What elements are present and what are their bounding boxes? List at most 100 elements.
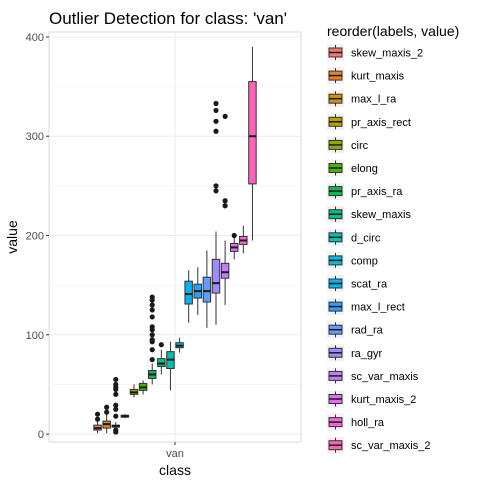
legend-item-kurt_maxis: kurt_maxis [327,67,405,85]
outlier-point [213,107,219,114]
box-kurt_maxis_2 [229,232,239,260]
outlier-point [149,294,155,300]
legend-item-rad_ra: rad_ra [327,321,384,339]
outlier-point [149,347,155,353]
legend-item-elong: elong [327,159,378,177]
legend-item-pr_axis_rect: pr_axis_rect [327,113,411,131]
legend-item-max_l_rect: max_l_rect [327,298,405,316]
box-pr_axis_ra [147,294,157,385]
outlier-point [149,307,155,313]
legend-item-d_circ: d_circ [327,228,381,246]
legend-label: skew_maxis [351,209,411,221]
box-sc_var_maxis [220,113,230,306]
legend-label: max_l_ra [351,94,397,106]
legend-item-comp: comp [327,251,378,269]
legend-item-ra_gyr: ra_gyr [327,344,383,362]
box-holl_ra [239,225,248,254]
legend-label: d_circ [351,232,381,244]
outlier-point [149,357,155,363]
outlier-point [222,113,228,119]
box-body [184,280,193,305]
legend-label: kurt_maxis [351,71,405,83]
box-max_l_rect [193,267,203,315]
legend-item-kurt_maxis_2: kurt_maxis_2 [327,390,416,408]
box-pr_axis_rect [120,414,130,419]
outlier-point [213,100,219,107]
gridlines [49,32,301,442]
box-body [248,81,257,185]
outlier-point [113,402,119,408]
outlier-point [213,118,219,124]
box-scat_ra [184,270,193,323]
box-body [220,262,230,279]
legend-label: sc_var_maxis_2 [351,440,430,452]
legend-label: comp [351,255,378,267]
box-comp [175,337,184,353]
legend-item-circ: circ [327,136,369,154]
outlier-point [104,409,110,415]
outlier-point [213,183,219,189]
legend-item-sc_var_maxis: sc_var_maxis [327,367,419,385]
legend-label: skew_maxis_2 [351,48,423,60]
chart-title: Outlier Detection for class: 'van' [49,9,287,28]
outlier-point [231,232,237,239]
legend-label: scat_ra [351,279,388,291]
x-tick-label: van [166,448,184,460]
y-axis-title: value [4,220,20,254]
legend: reorder(labels, value) skew_maxis_2 kurt_… [327,23,459,454]
outlier-point [149,337,155,343]
outlier-point [113,391,119,397]
legend-label: sc_var_maxis [351,371,419,383]
outlier-point [113,406,119,412]
legend-item-holl_ra: holl_ra [327,413,385,431]
box-skew_maxis_2 [93,411,102,434]
legend-label: pr_axis_ra [351,186,403,198]
x-axis-ticks: van [166,442,184,460]
legend-label: holl_ra [351,417,385,429]
box-elong [138,380,148,395]
outlier-point [149,324,155,330]
box-d_circ [166,341,175,391]
box-circ [129,384,139,398]
box-skew_maxis [157,342,166,375]
outlier-point [113,413,119,419]
legend-item-skew_maxis: skew_maxis [327,205,411,223]
y-tick-label: 0 [38,429,44,441]
outlier-point [213,128,219,134]
legend-label: kurt_maxis_2 [351,394,416,406]
outlier-point [149,314,155,320]
outlier-point [94,411,101,417]
legend-title: reorder(labels, value) [327,23,459,39]
box-rad_ra [202,250,212,328]
box-body [211,258,221,294]
y-tick-label: 400 [26,32,44,44]
outlier-point [113,376,119,383]
box-kurt_maxis [102,404,111,434]
legend-label: circ [351,140,369,152]
box-sc_var_maxis_2 [248,46,257,241]
outlier-point [213,188,219,194]
box-ra_gyr [211,100,221,325]
outlier-point [149,302,155,308]
outlier-point [222,198,228,204]
y-tick-label: 300 [26,131,44,143]
y-tick-label: 100 [26,330,44,342]
legend-label: pr_axis_rect [351,117,411,129]
legend-item-pr_axis_ra: pr_axis_ra [327,182,403,200]
box-body [202,276,212,303]
legend-item-skew_maxis_2: skew_maxis_2 [327,44,423,61]
legend-item-max_l_ra: max_l_ra [327,90,397,108]
legend-label: ra_gyr [351,348,383,360]
legend-label: rad_ra [351,325,384,337]
outlier-point [94,416,101,422]
outlier-point [104,404,110,410]
legend-item-scat_ra: scat_ra [327,275,388,292]
legend-label: max_l_rect [351,302,405,314]
outlier-point [113,381,119,388]
y-tick-label: 200 [26,231,44,243]
x-axis-title: class [159,462,191,478]
y-axis-ticks: 0 100 200 300 400 [26,32,49,441]
outlier-point [158,342,164,348]
outlier-point [222,203,228,209]
